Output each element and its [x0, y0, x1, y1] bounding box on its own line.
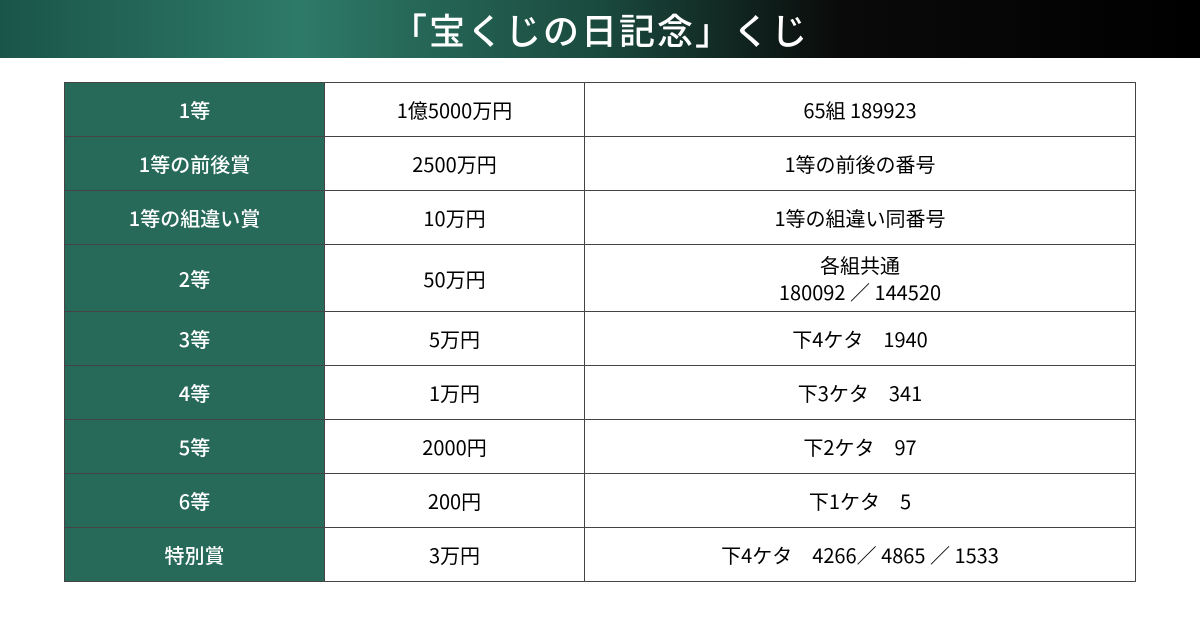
prize-name-cell: 2等	[65, 245, 325, 312]
prize-number-cell: 各組共通180092 ／ 144520	[585, 245, 1136, 312]
prize-name-cell: 特別賞	[65, 528, 325, 582]
table-row: 特別賞3万円下4ケタ 4266／ 4865 ／ 1533	[65, 528, 1136, 582]
header-banner: 「宝くじの日記念」くじ	[0, 0, 1200, 58]
prize-name-cell: 1等の組違い賞	[65, 191, 325, 245]
prize-name-cell: 5等	[65, 420, 325, 474]
prize-amount-cell: 3万円	[325, 528, 585, 582]
table-row: 6等200円下1ケタ 5	[65, 474, 1136, 528]
prize-number-cell: 下1ケタ 5	[585, 474, 1136, 528]
table-row: 4等1万円下3ケタ 341	[65, 366, 1136, 420]
prize-amount-cell: 1億5000万円	[325, 83, 585, 137]
prize-name-cell: 3等	[65, 312, 325, 366]
table-row: 3等5万円下4ケタ 1940	[65, 312, 1136, 366]
lottery-results-table: 1等1億5000万円65組 1899231等の前後賞2500万円1等の前後の番号…	[64, 82, 1136, 582]
prize-number-cell: 下3ケタ 341	[585, 366, 1136, 420]
prize-amount-cell: 1万円	[325, 366, 585, 420]
prize-number-cell: 下4ケタ 1940	[585, 312, 1136, 366]
prize-name-cell: 1等	[65, 83, 325, 137]
table-row: 1等の組違い賞10万円1等の組違い同番号	[65, 191, 1136, 245]
table-row: 5等2000円下2ケタ 97	[65, 420, 1136, 474]
prize-amount-cell: 200円	[325, 474, 585, 528]
prize-number-cell: 1等の組違い同番号	[585, 191, 1136, 245]
prize-amount-cell: 10万円	[325, 191, 585, 245]
prize-amount-cell: 2000円	[325, 420, 585, 474]
prize-number-cell: 65組 189923	[585, 83, 1136, 137]
table-row: 1等1億5000万円65組 189923	[65, 83, 1136, 137]
prize-amount-cell: 5万円	[325, 312, 585, 366]
content-area: 1等1億5000万円65組 1899231等の前後賞2500万円1等の前後の番号…	[0, 58, 1200, 582]
table-row: 2等50万円各組共通180092 ／ 144520	[65, 245, 1136, 312]
prize-amount-cell: 50万円	[325, 245, 585, 312]
table-row: 1等の前後賞2500万円1等の前後の番号	[65, 137, 1136, 191]
prize-number-cell: 下4ケタ 4266／ 4865 ／ 1533	[585, 528, 1136, 582]
prize-name-cell: 1等の前後賞	[65, 137, 325, 191]
prize-name-cell: 6等	[65, 474, 325, 528]
page-title: 「宝くじの日記念」くじ	[391, 3, 809, 55]
prize-name-cell: 4等	[65, 366, 325, 420]
prize-number-cell: 下2ケタ 97	[585, 420, 1136, 474]
prize-amount-cell: 2500万円	[325, 137, 585, 191]
table-body: 1等1億5000万円65組 1899231等の前後賞2500万円1等の前後の番号…	[65, 83, 1136, 582]
prize-number-cell: 1等の前後の番号	[585, 137, 1136, 191]
